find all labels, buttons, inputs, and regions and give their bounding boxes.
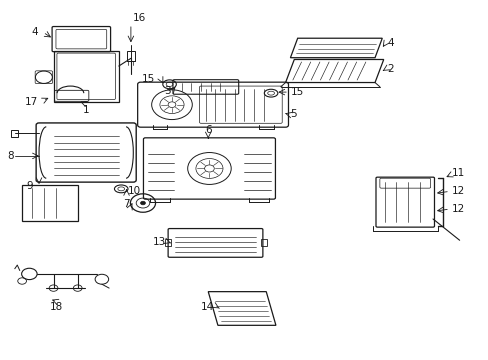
Text: 5: 5	[290, 109, 296, 120]
Text: 13: 13	[153, 237, 166, 247]
Text: 2: 2	[386, 64, 393, 74]
Bar	[22, 185, 78, 221]
Text: 6: 6	[204, 125, 211, 135]
Text: 12: 12	[450, 204, 464, 214]
Text: 1: 1	[82, 104, 89, 114]
Text: 4: 4	[386, 38, 393, 48]
Bar	[261, 239, 266, 247]
Text: 11: 11	[450, 168, 464, 178]
Text: 15: 15	[290, 87, 303, 97]
Text: 3: 3	[164, 86, 171, 96]
Text: 9: 9	[26, 181, 33, 191]
Text: 14: 14	[201, 302, 214, 312]
Text: 12: 12	[450, 186, 464, 196]
Text: 15: 15	[142, 74, 155, 84]
Text: 16: 16	[132, 13, 145, 23]
Bar	[127, 51, 135, 61]
Text: 4: 4	[31, 27, 38, 37]
Text: 17: 17	[24, 97, 38, 107]
Circle shape	[140, 201, 145, 205]
Text: 7: 7	[122, 199, 129, 209]
Text: 18: 18	[50, 302, 63, 312]
Bar	[164, 239, 170, 247]
Text: 10: 10	[127, 186, 141, 195]
Bar	[11, 130, 18, 137]
Text: 8: 8	[7, 151, 13, 161]
